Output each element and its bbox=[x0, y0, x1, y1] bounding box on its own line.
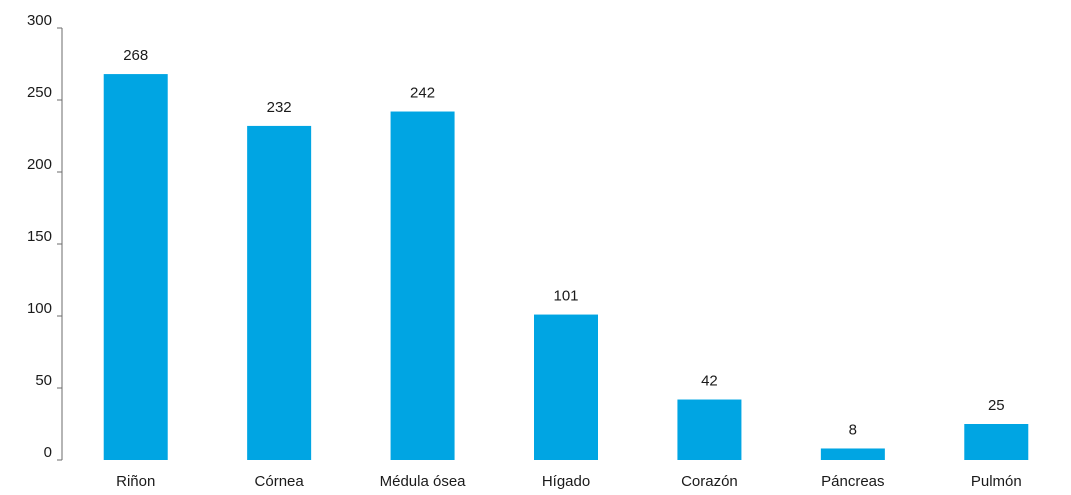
bar-value-label: 101 bbox=[553, 288, 578, 305]
category-labels-group: Riñon Córnea Médula ósea Hígado Corazón Páncr… bbox=[116, 473, 1022, 490]
bar-1 bbox=[247, 125, 312, 461]
category-label: Páncreas bbox=[821, 473, 884, 490]
bar-0 bbox=[103, 74, 168, 460]
bar-2 bbox=[390, 111, 455, 461]
category-label: Pulmón bbox=[971, 473, 1022, 490]
category-label: Hígado bbox=[542, 473, 590, 490]
y-tick-label: 300 bbox=[27, 12, 52, 29]
bar-value-label: 42 bbox=[701, 373, 718, 390]
bar-value-label: 8 bbox=[849, 421, 857, 438]
y-tick-label: 0 bbox=[44, 444, 52, 461]
category-label: Córnea bbox=[255, 473, 305, 490]
category-label: Riñon bbox=[116, 473, 155, 490]
bar-6 bbox=[964, 424, 1029, 460]
bar-5 bbox=[820, 448, 885, 460]
bar-4 bbox=[677, 399, 742, 460]
category-label: Médula ósea bbox=[380, 473, 467, 490]
bar-3 bbox=[534, 314, 598, 460]
bar-value-label: 268 bbox=[123, 47, 148, 64]
data-labels-group: 268 232 242 101 42 8 25 bbox=[123, 47, 1004, 438]
y-axis: 0 50 100 150 200 250 300 bbox=[27, 12, 63, 461]
bar-value-label: 242 bbox=[410, 85, 435, 102]
y-tick-label: 100 bbox=[27, 300, 52, 317]
y-tick-label: 200 bbox=[27, 156, 52, 173]
bars-group bbox=[103, 74, 1029, 461]
y-tick-label: 250 bbox=[27, 84, 52, 101]
bar-value-label: 232 bbox=[267, 99, 292, 116]
y-tick-label: 150 bbox=[27, 228, 52, 245]
bar-value-label: 25 bbox=[988, 397, 1005, 414]
y-tick-label: 50 bbox=[35, 372, 52, 389]
category-label: Corazón bbox=[681, 473, 738, 490]
